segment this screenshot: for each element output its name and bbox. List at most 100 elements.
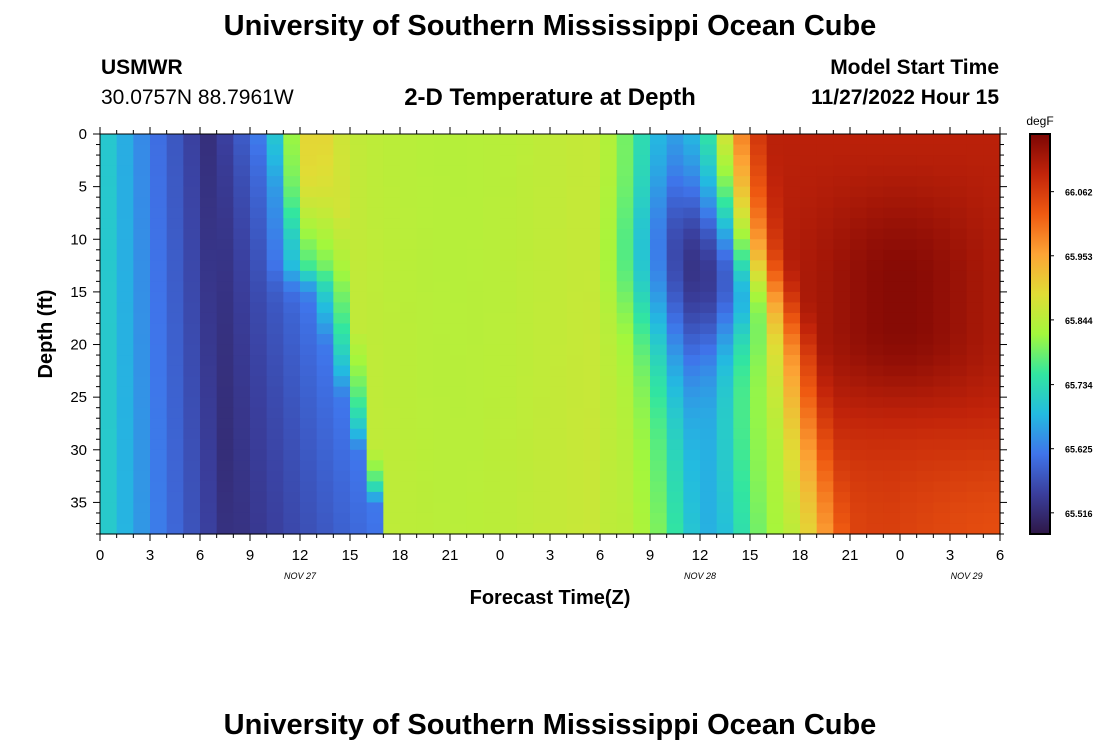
heatmap-cell: [416, 355, 434, 367]
heatmap-cell: [950, 523, 968, 535]
heatmap-cell: [983, 428, 1001, 440]
heatmap-cell: [950, 165, 968, 177]
heatmap-cell: [666, 281, 684, 293]
heatmap-cell: [533, 460, 551, 472]
heatmap-cell: [416, 302, 434, 314]
heatmap-cell: [983, 344, 1001, 356]
heatmap-cell: [833, 239, 851, 251]
heatmap-cell: [500, 334, 518, 346]
x-tick-label: 9: [246, 547, 254, 564]
heatmap-cell: [550, 291, 568, 304]
heatmap-cell: [816, 323, 834, 335]
heatmap-cell: [750, 386, 768, 398]
heatmap-cell: [283, 418, 301, 430]
heatmap-cell: [516, 155, 534, 167]
heatmap-cell: [266, 207, 284, 219]
heatmap-cell: [233, 449, 251, 461]
heatmap-cell: [783, 460, 801, 472]
heatmap-cell: [516, 218, 534, 230]
heatmap-cell: [716, 397, 734, 409]
heatmap-cell: [850, 312, 868, 325]
heatmap-cell: [700, 260, 718, 272]
heatmap-cell: [350, 407, 368, 419]
heatmap-cell: [516, 260, 534, 272]
heatmap-cell: [816, 260, 834, 272]
heatmap-cell: [833, 481, 851, 493]
heatmap-cell: [850, 523, 868, 535]
heatmap-cell: [783, 197, 801, 209]
heatmap-cell: [433, 228, 451, 240]
heatmap-cell: [966, 470, 984, 482]
heatmap-cell: [433, 186, 451, 198]
heatmap-cell: [316, 176, 334, 188]
heatmap-cell: [233, 418, 251, 430]
heatmap-cell: [450, 512, 468, 525]
heatmap-cell: [516, 481, 534, 493]
heatmap-cell: [350, 355, 368, 367]
heatmap-cell: [350, 470, 368, 482]
heatmap-cell: [866, 460, 884, 472]
heatmap-cell: [750, 302, 768, 314]
heatmap-cell: [550, 386, 568, 398]
heatmap-cell: [400, 228, 418, 240]
heatmap-cell: [716, 365, 734, 377]
heatmap-cell: [883, 291, 901, 304]
heatmap-cell: [983, 334, 1001, 346]
heatmap-cell: [850, 197, 868, 209]
heatmap-cell: [366, 260, 384, 272]
heatmap-cell: [733, 355, 751, 367]
heatmap-cell: [933, 144, 951, 156]
heatmap-cell: [733, 281, 751, 293]
heatmap-cell: [316, 155, 334, 167]
heatmap-cell: [750, 239, 768, 251]
heatmap-cell: [216, 502, 234, 514]
heatmap-cell: [566, 407, 584, 419]
heatmap-cell: [600, 397, 618, 409]
heatmap-cell: [116, 491, 134, 504]
heatmap-cell: [866, 239, 884, 251]
heatmap-cell: [883, 523, 901, 535]
heatmap-cell: [266, 439, 284, 451]
heatmap-cell: [850, 407, 868, 419]
heatmap-cell: [850, 218, 868, 230]
heatmap-cell: [550, 470, 568, 482]
heatmap-cell: [233, 249, 251, 261]
heatmap-cell: [516, 523, 534, 535]
heatmap-cell: [633, 323, 651, 335]
heatmap-cell: [766, 502, 784, 514]
heatmap-cell: [750, 186, 768, 198]
heatmap-cell: [316, 134, 334, 146]
heatmap-cell: [950, 186, 968, 198]
heatmap-cell: [566, 134, 584, 146]
heatmap-cell: [300, 281, 318, 293]
heatmap-cell: [300, 260, 318, 272]
heatmap-cell: [833, 439, 851, 451]
heatmap-cell: [483, 249, 501, 261]
heatmap-cell: [250, 197, 268, 209]
heatmap-cell: [166, 418, 184, 430]
heatmap-cell: [350, 176, 368, 188]
heatmap-cell: [800, 291, 818, 304]
heatmap-cell: [500, 355, 518, 367]
heatmap-cell: [883, 302, 901, 314]
heatmap-cell: [300, 134, 318, 146]
heatmap-cell: [766, 176, 784, 188]
heatmap-cell: [783, 155, 801, 167]
heatmap-cell: [616, 176, 634, 188]
heatmap-cell: [266, 418, 284, 430]
heatmap-cell: [750, 249, 768, 261]
heatmap-cell: [900, 249, 918, 261]
heatmap-cell: [716, 470, 734, 482]
heatmap-cell: [916, 407, 934, 419]
heatmap-cell: [183, 228, 201, 240]
heatmap-cell: [316, 428, 334, 440]
heatmap-cell: [983, 134, 1001, 146]
x-tick-label: 3: [546, 547, 554, 564]
heatmap-cell: [966, 144, 984, 156]
heatmap-cell: [183, 218, 201, 230]
heatmap-cell: [866, 144, 884, 156]
heatmap-cell: [150, 428, 168, 440]
heatmap-cell: [366, 386, 384, 398]
heatmap-cell: [116, 334, 134, 346]
heatmap-cell: [483, 218, 501, 230]
